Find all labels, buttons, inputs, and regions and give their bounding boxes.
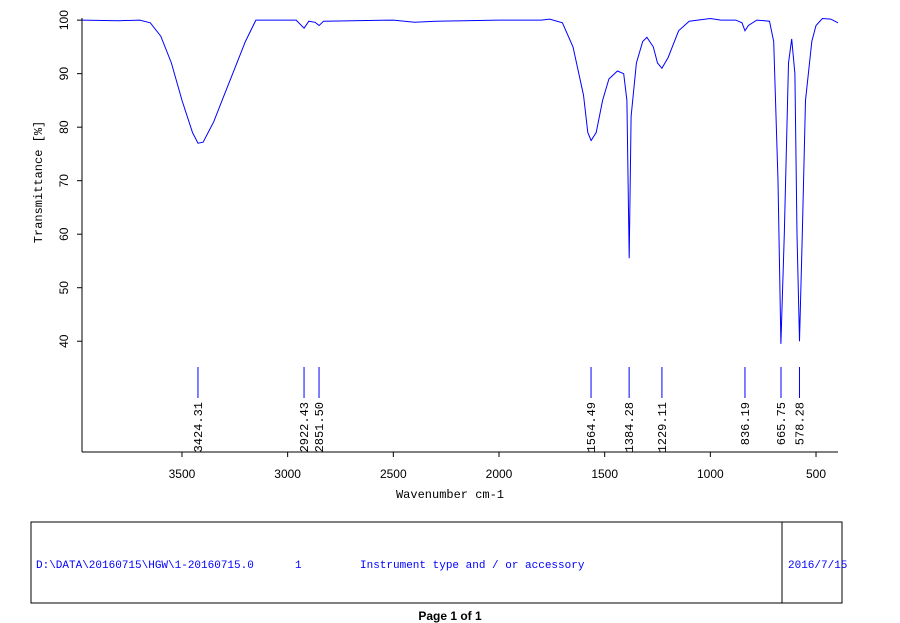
peak-label: 2851.50 — [313, 402, 327, 452]
y-tick-label: 100 — [57, 10, 71, 30]
footer-file: D:\DATA\20160715\HGW\1-20160715.0 — [36, 560, 254, 572]
peak-label: 1229.11 — [656, 402, 670, 452]
y-tick-label: 60 — [57, 227, 71, 241]
peak-label: 2922.43 — [298, 402, 312, 452]
x-tick-label: 500 — [806, 467, 826, 481]
x-axis-label: Wavenumber cm-1 — [396, 488, 504, 502]
y-axis-label: Transmittance [%] — [32, 121, 46, 243]
x-tick-label: 2000 — [486, 467, 513, 481]
peak-label: 578.28 — [793, 402, 807, 445]
page-label: Page 1 of 1 — [418, 609, 482, 623]
x-tick-label: 2500 — [380, 467, 407, 481]
y-tick-label: 80 — [57, 120, 71, 134]
y-tick-label: 50 — [57, 281, 71, 295]
footer-date: 2016/7/15 — [788, 560, 847, 572]
footer-number: 1 — [295, 560, 302, 572]
x-tick-label: 3500 — [169, 467, 196, 481]
y-tick-label: 40 — [57, 334, 71, 348]
spectrum-line — [81, 17, 839, 344]
y-tick-label: 90 — [57, 67, 71, 81]
x-tick-label: 3000 — [274, 467, 301, 481]
x-tick-label: 1500 — [591, 467, 618, 481]
y-tick-label: 70 — [57, 174, 71, 188]
footer-instrument: Instrument type and / or accessory — [360, 560, 585, 572]
peak-label: 3424.31 — [192, 402, 206, 452]
peak-label: 665.75 — [775, 402, 789, 445]
peak-label: 1564.49 — [585, 402, 599, 452]
x-tick-label: 1000 — [697, 467, 724, 481]
footer-box — [30, 521, 843, 604]
peak-label: 1384.28 — [623, 402, 637, 452]
peak-label: 836.19 — [739, 402, 753, 445]
